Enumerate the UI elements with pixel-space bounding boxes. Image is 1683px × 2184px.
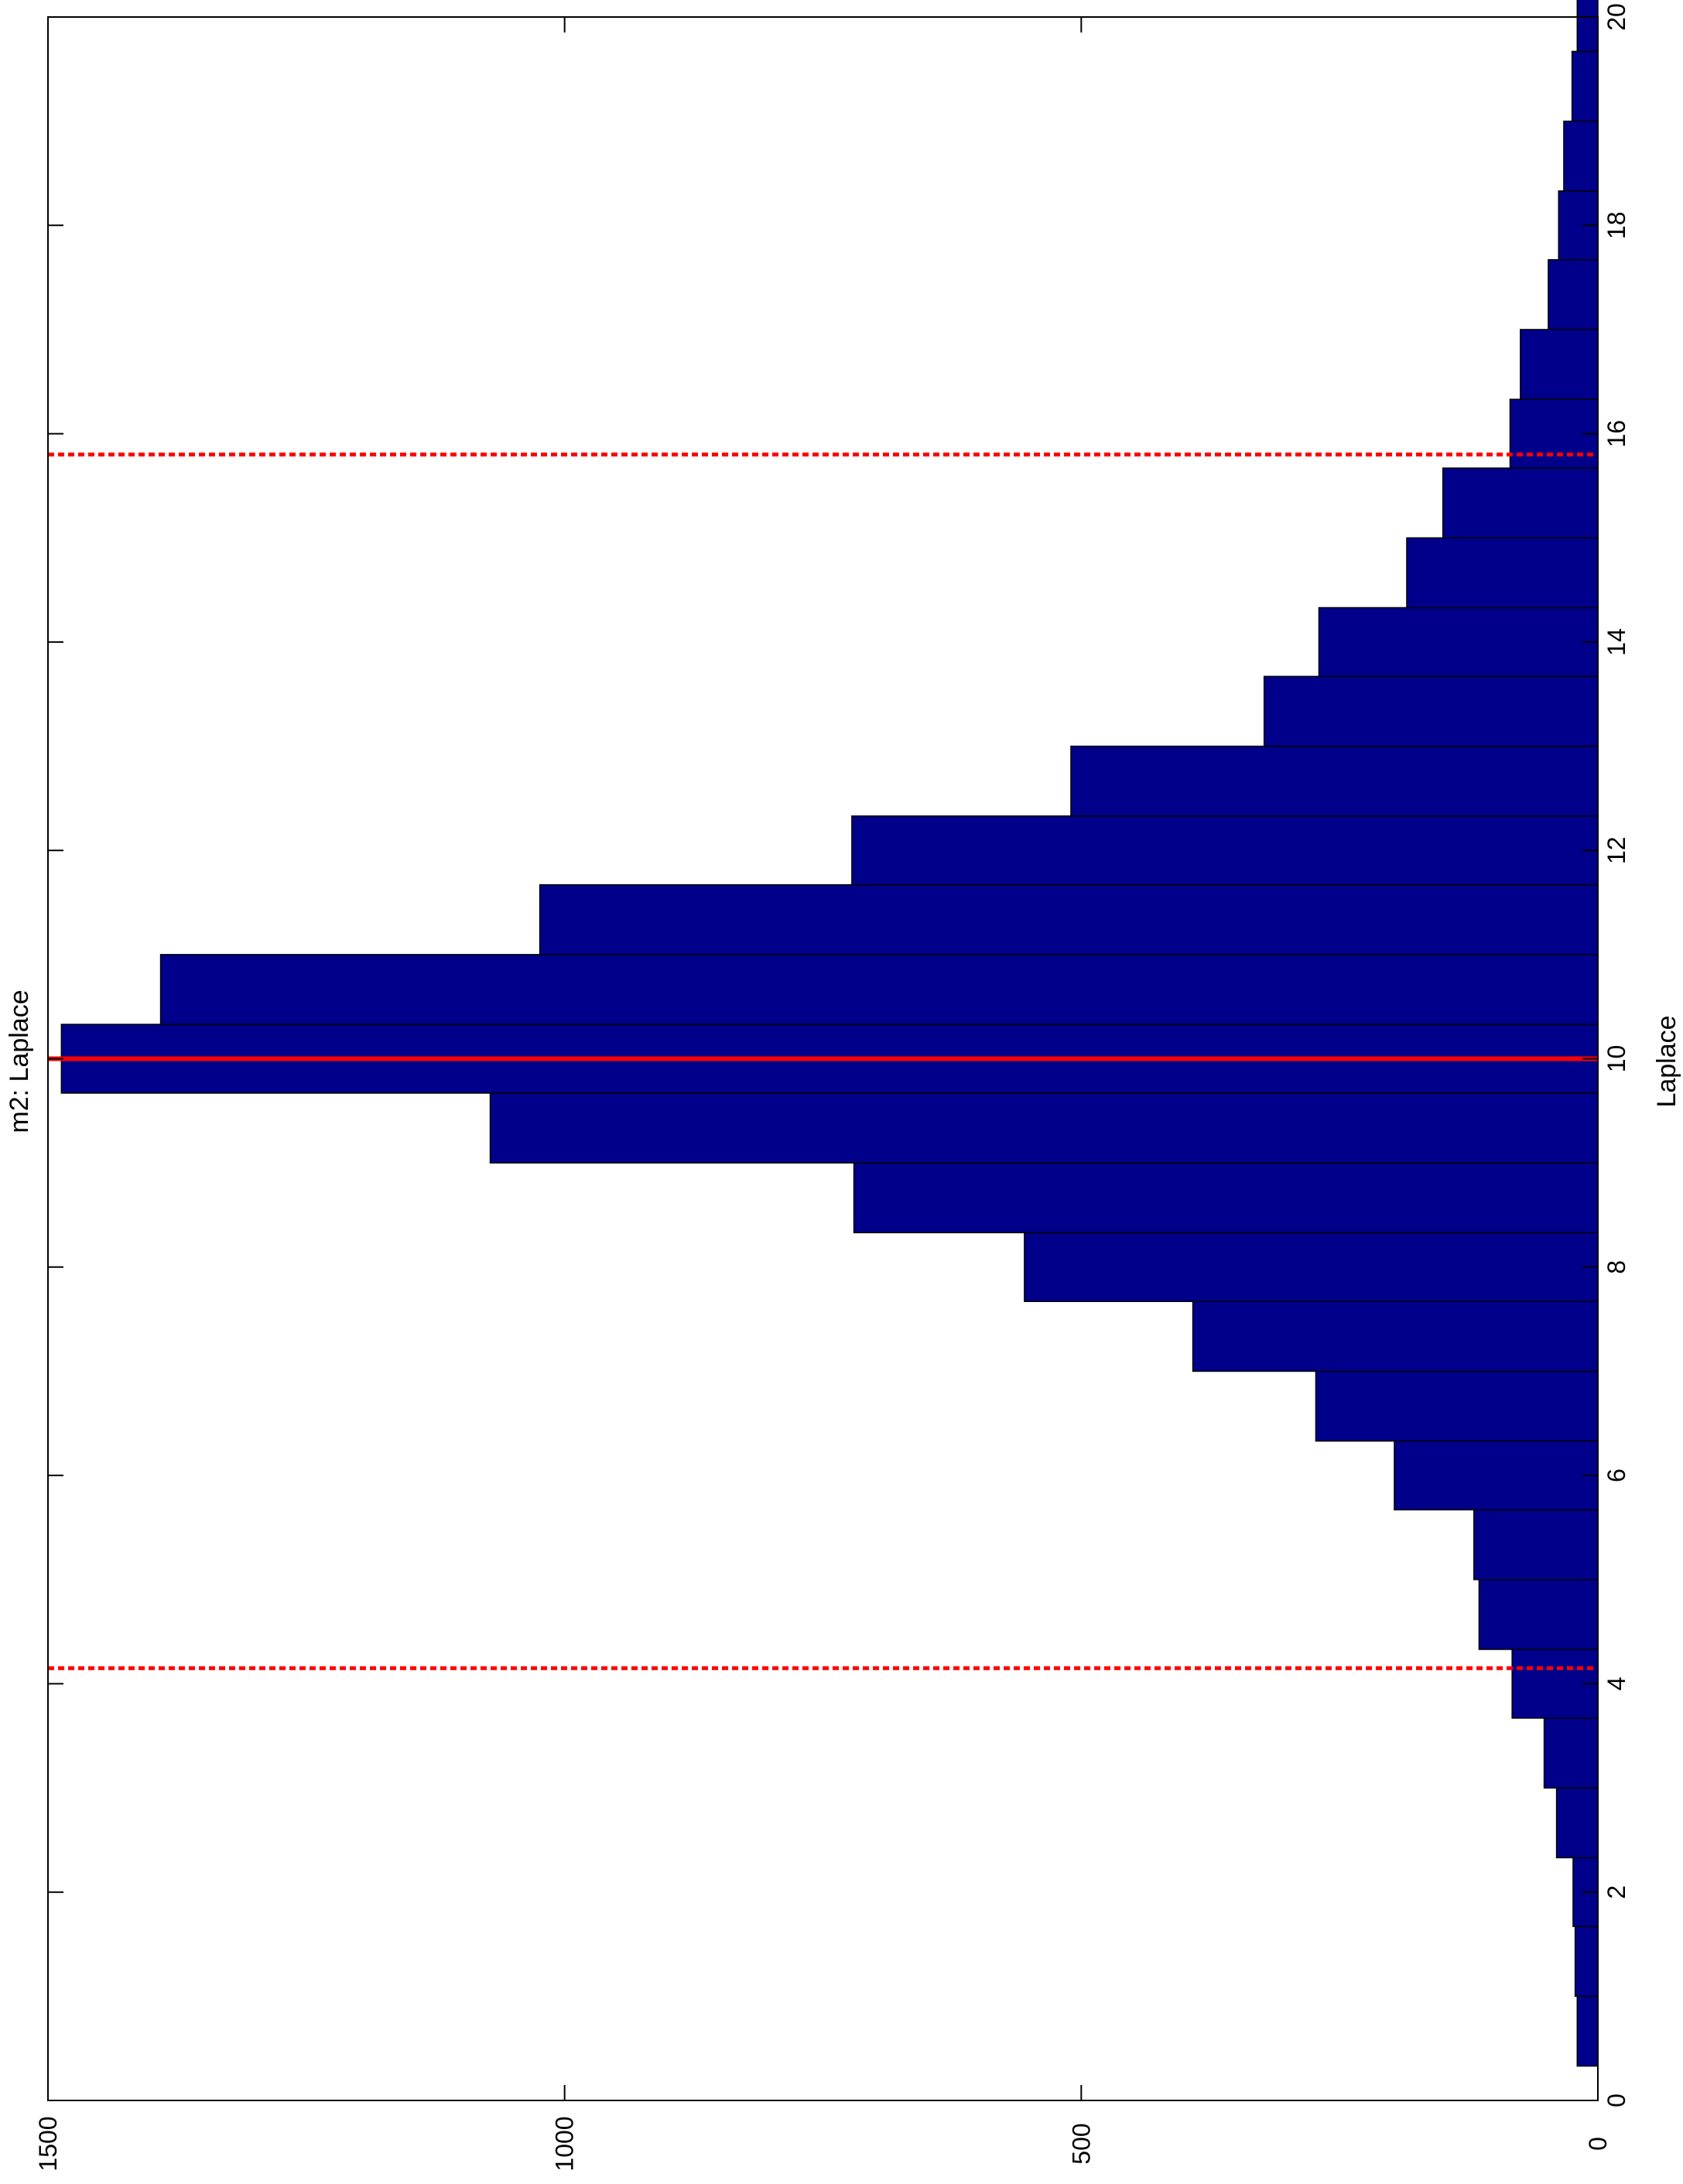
histogram-bar <box>489 1092 1599 1164</box>
histogram-bar <box>1315 1370 1599 1442</box>
histogram-bar <box>159 954 1599 1025</box>
y-axis-ticks: 0 500 1000 1500 <box>34 17 1612 2172</box>
histogram-bar <box>1543 1717 1599 1789</box>
histogram-bar <box>1442 467 1599 538</box>
histogram-bar <box>1318 607 1599 678</box>
x-tick-label: 0 <box>1603 2093 1630 2107</box>
x-tick-label: 14 <box>1603 628 1630 656</box>
y-tick-label: 0 <box>1584 2137 1612 2151</box>
histogram-bar <box>1070 745 1599 817</box>
histogram-bar <box>1263 675 1599 747</box>
histogram-bar <box>851 815 1599 886</box>
histogram-bar <box>1555 1787 1599 1859</box>
x-tick-label: 12 <box>1603 836 1630 864</box>
x-tick-label: 20 <box>1603 3 1630 31</box>
y-tick-label: 1500 <box>34 2116 62 2171</box>
reference-lines-group <box>48 453 1598 1670</box>
bars-group <box>60 0 1599 2067</box>
histogram-bar <box>1406 537 1599 609</box>
histogram-bar <box>1576 0 1599 53</box>
x-axis-ticks: 0 2 4 6 8 10 12 14 16 18 20 <box>48 3 1630 2107</box>
histogram-bar <box>1576 1995 1599 2067</box>
histogram-bar <box>1548 258 1599 330</box>
x-tick-label: 6 <box>1603 1468 1630 1482</box>
histogram-bar <box>1473 1509 1599 1581</box>
x-tick-label: 18 <box>1603 212 1630 240</box>
x-tick-label: 10 <box>1603 1045 1630 1073</box>
histogram-bar <box>1478 1579 1599 1650</box>
histogram-bar <box>1520 329 1599 400</box>
chart-title: m2: Laplace <box>5 989 34 1133</box>
x-tick-label: 16 <box>1603 420 1630 448</box>
x-tick-label: 4 <box>1603 1677 1630 1691</box>
histogram-bar <box>1571 50 1599 122</box>
y-tick-label: 1000 <box>551 2116 579 2171</box>
histogram-bar <box>853 1162 1599 1234</box>
x-axis-label: Laplace <box>1652 1015 1681 1107</box>
histogram-bar <box>1394 1440 1599 1511</box>
histogram-bar <box>1574 1926 1599 1998</box>
histogram-bar <box>539 884 1599 955</box>
y-tick-label: 500 <box>1067 2123 1095 2164</box>
histogram-bar <box>1563 120 1599 192</box>
x-tick-label: 2 <box>1603 1885 1630 1899</box>
histogram-bar <box>1192 1300 1599 1372</box>
x-tick-label: 8 <box>1603 1260 1630 1274</box>
histogram-bar <box>1024 1232 1599 1302</box>
